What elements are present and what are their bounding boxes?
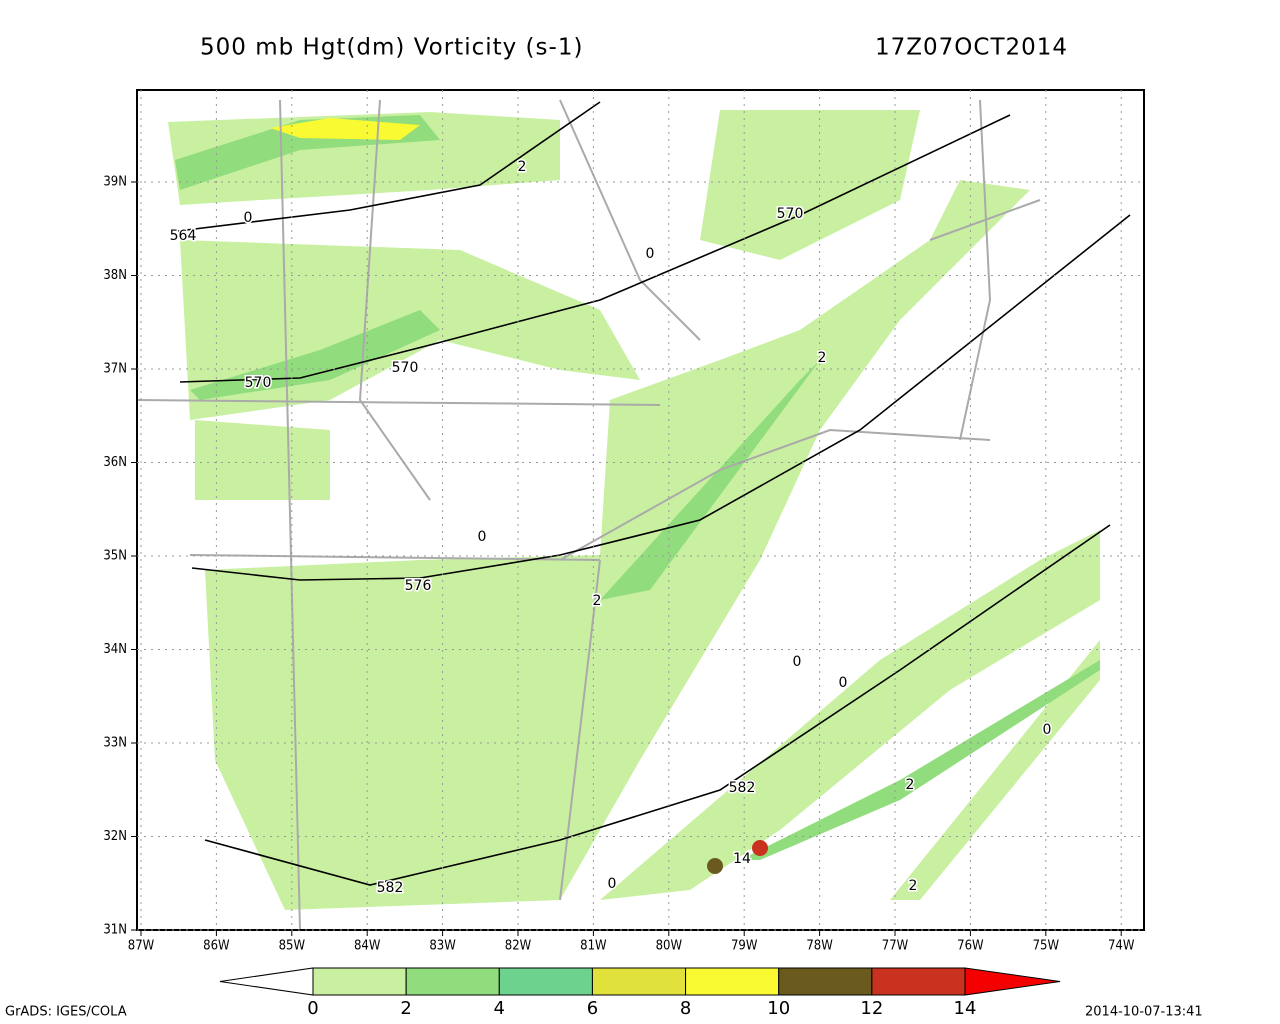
colorbar-box xyxy=(591,967,687,996)
contour-label: 0 xyxy=(1043,722,1052,738)
contour-label: 0 xyxy=(839,675,848,691)
y-tick-label: 38N xyxy=(103,268,127,283)
contour-label: 0 xyxy=(646,246,655,262)
colorbar-label: 2 xyxy=(400,998,411,1019)
contour-label: 576 xyxy=(405,578,432,594)
colorbar-box xyxy=(405,967,500,996)
contour-label: 570 xyxy=(777,206,804,222)
colorbar-box xyxy=(312,967,407,996)
x-tick-label: 84W xyxy=(354,939,381,954)
colorbar-label: 6 xyxy=(587,998,598,1019)
y-tick-label: 39N xyxy=(103,175,127,190)
colorbar-box xyxy=(871,967,966,996)
contour-label: 2 xyxy=(906,777,915,793)
time-label: 17Z07OCT2014 xyxy=(875,35,1068,61)
colorbar-label: 0 xyxy=(307,998,318,1019)
x-tick-label: 87W xyxy=(128,939,155,954)
colorbar-label: 12 xyxy=(860,998,883,1019)
colorbar-box xyxy=(778,967,873,996)
x-tick-label: 80W xyxy=(656,939,683,954)
y-tick-label: 32N xyxy=(103,829,127,844)
x-tick-label: 74W xyxy=(1108,939,1135,954)
contour-label: 0 xyxy=(793,654,802,670)
x-tick-label: 75W xyxy=(1033,939,1060,954)
contour-label: 570 xyxy=(392,360,419,376)
y-tick-label: 34N xyxy=(103,642,127,657)
map-frame xyxy=(136,89,1145,931)
colorbar-label: 8 xyxy=(680,998,691,1019)
contour-label: 14 xyxy=(733,851,751,867)
x-tick-label: 85W xyxy=(279,939,306,954)
contour-label: 2 xyxy=(909,878,918,894)
colorbar-box xyxy=(685,967,780,996)
x-tick-label: 79W xyxy=(731,939,758,954)
contour-label: 2 xyxy=(518,159,527,175)
colorbar-label: 10 xyxy=(767,998,790,1019)
x-tick-label: 81W xyxy=(580,939,607,954)
colorbar-label: 14 xyxy=(954,998,977,1019)
contour-label: 582 xyxy=(377,880,404,896)
x-tick-label: 76W xyxy=(957,939,984,954)
footer-right: 2014-10-07-13:41 xyxy=(1085,1005,1203,1020)
contour-label: 2 xyxy=(593,593,602,609)
x-tick-label: 83W xyxy=(429,939,456,954)
x-tick-label: 77W xyxy=(882,939,909,954)
colorbar-box xyxy=(498,967,593,996)
colorbar-label: 4 xyxy=(494,998,505,1019)
y-tick-label: 31N xyxy=(103,923,127,938)
x-tick-label: 82W xyxy=(505,939,532,954)
contour-label: 2 xyxy=(818,350,827,366)
colorbar-arrow xyxy=(964,967,1061,996)
x-tick-label: 78W xyxy=(806,939,833,954)
y-tick-label: 35N xyxy=(103,549,127,564)
contour-label: 582 xyxy=(729,780,756,796)
footer-left: GrADS: IGES/COLA xyxy=(5,1005,127,1020)
contour-label: 564 xyxy=(170,228,197,244)
colorbar-arrow xyxy=(219,967,314,996)
y-tick-label: 36N xyxy=(103,455,127,470)
contour-label: 0 xyxy=(478,529,487,545)
y-tick-label: 37N xyxy=(103,362,127,377)
y-tick-label: 33N xyxy=(103,736,127,751)
contour-label: 0 xyxy=(244,210,253,226)
map-layers xyxy=(136,99,1131,931)
x-tick-label: 86W xyxy=(203,939,230,954)
title: 500 mb Hgt(dm) Vorticity (s-1) xyxy=(200,35,583,61)
contour-label: 0 xyxy=(608,876,617,892)
contour-label: 570 xyxy=(245,375,272,391)
